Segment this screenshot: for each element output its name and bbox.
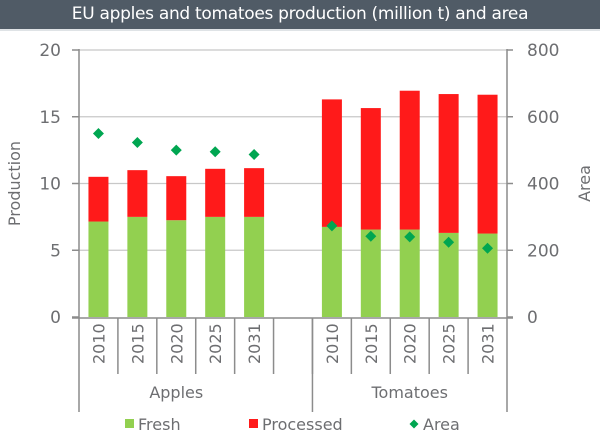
- legend: Fresh Processed Area: [125, 415, 460, 434]
- bar-fresh-tomatoes-2031: [477, 233, 498, 317]
- category-label: 2020: [167, 323, 186, 364]
- left-tick-label: 20: [39, 41, 61, 61]
- bars: [88, 90, 498, 317]
- bar-fresh-tomatoes-2015: [360, 229, 381, 317]
- category-label: 2025: [440, 323, 459, 364]
- legend-label-area: Area: [423, 415, 460, 434]
- category-label: 2015: [128, 323, 147, 364]
- left-tick-label: 15: [39, 108, 61, 128]
- left-axis-title: Production: [5, 141, 24, 226]
- marker-area-apples-2010: [92, 127, 104, 139]
- bar-fresh-tomatoes-2020: [399, 229, 420, 317]
- bar-fresh-apples-2031: [244, 216, 265, 317]
- right-tick-label: 400: [527, 175, 559, 195]
- bar-fresh-apples-2015: [127, 216, 148, 317]
- legend-label-fresh: Fresh: [138, 415, 181, 434]
- category-label: 2031: [245, 323, 264, 364]
- bar-fresh-apples-2025: [205, 216, 226, 317]
- axes: [72, 49, 513, 412]
- marker-area-tomatoes-2025: [443, 236, 455, 248]
- category-label: 2025: [206, 323, 225, 364]
- legend-swatch-fresh: [125, 419, 134, 428]
- bar-processed-tomatoes-2031: [477, 94, 498, 234]
- area-markers: [92, 127, 494, 254]
- category-label: 2015: [362, 323, 381, 364]
- bar-processed-tomatoes-2020: [399, 90, 420, 230]
- category-label: 2020: [401, 323, 420, 364]
- bar-fresh-tomatoes-2010: [321, 226, 342, 317]
- bar-fresh-tomatoes-2025: [438, 232, 459, 317]
- legend-label-processed: Processed: [262, 415, 343, 434]
- left-tick-label: 10: [39, 175, 61, 195]
- marker-area-tomatoes-2031: [482, 242, 494, 254]
- category-label: 2031: [479, 323, 498, 364]
- bar-processed-apples-2015: [127, 170, 148, 217]
- marker-area-apples-2025: [209, 146, 221, 158]
- bar-processed-tomatoes-2015: [360, 108, 381, 230]
- marker-area-apples-2020: [170, 144, 182, 156]
- category-label: 2010: [89, 323, 108, 364]
- gridlines: [79, 49, 507, 251]
- group-label-apples: Apples: [149, 383, 203, 402]
- marker-area-apples-2031: [248, 148, 260, 160]
- right-tick-label: 200: [527, 241, 559, 261]
- right-axis-title: Area: [575, 165, 594, 202]
- bar-processed-apples-2010: [88, 176, 109, 222]
- left-tick-label: 5: [50, 241, 61, 261]
- bar-fresh-apples-2020: [166, 220, 187, 317]
- legend-swatch-area: [409, 419, 419, 429]
- bar-processed-tomatoes-2010: [321, 99, 342, 227]
- bar-processed-tomatoes-2025: [438, 94, 459, 233]
- bar-processed-apples-2025: [205, 168, 226, 217]
- chart-title: EU apples and tomatoes production (milli…: [0, 0, 600, 31]
- marker-area-tomatoes-2020: [404, 231, 416, 243]
- legend-swatch-processed: [249, 419, 258, 428]
- bar-processed-apples-2020: [166, 176, 187, 221]
- marker-area-tomatoes-2015: [365, 230, 377, 242]
- bar-processed-apples-2031: [244, 168, 265, 217]
- right-tick-label: 0: [527, 308, 538, 328]
- group-label-tomatoes: Tomatoes: [370, 383, 447, 402]
- right-tick-label: 600: [527, 108, 559, 128]
- marker-area-tomatoes-2010: [326, 220, 338, 232]
- right-tick-label: 800: [527, 41, 559, 61]
- left-tick-label: 0: [50, 308, 61, 328]
- bar-fresh-apples-2010: [88, 221, 109, 317]
- marker-area-apples-2015: [131, 136, 143, 148]
- category-label: 2010: [323, 323, 342, 364]
